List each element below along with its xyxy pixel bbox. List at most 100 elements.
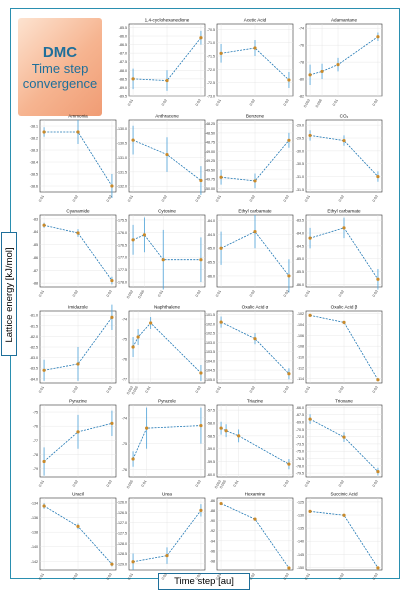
panel-title: Oxalic Acid β <box>331 305 358 310</box>
x-tick-label: 0.01 <box>38 573 45 581</box>
data-point <box>165 152 169 157</box>
x-tick-label: 0.03 <box>106 480 113 488</box>
y-tick-label: -104 <box>297 323 304 327</box>
series-line <box>220 503 290 569</box>
y-tick-label: -85.0 <box>296 257 304 261</box>
x-tick-label: 0.03 <box>106 290 113 298</box>
data-point <box>308 417 312 421</box>
data-point <box>76 130 80 134</box>
y-tick-label: -81.5 <box>30 324 38 328</box>
series-line <box>221 140 290 182</box>
data-point <box>253 517 257 521</box>
x-tick-label: 0.002 <box>126 290 134 300</box>
x-tick-label: 0.01 <box>38 480 45 488</box>
x-tick-label: 0.006 <box>315 99 323 109</box>
data-point <box>376 470 380 474</box>
x-tick-label: 0.02 <box>161 195 168 203</box>
y-tick-label: -102.5 <box>205 332 215 336</box>
y-tick-label: -103.0 <box>205 341 215 345</box>
panel-title: Urea <box>162 492 172 497</box>
y-tick-label: -103.5 <box>205 350 215 354</box>
panel-title: Succinic Acid <box>330 492 358 497</box>
data-point <box>136 335 140 339</box>
data-point <box>376 378 380 382</box>
data-point <box>376 566 380 570</box>
y-tick-label: -66.0 <box>296 406 304 410</box>
y-tick-label: -85.5 <box>119 26 127 30</box>
y-tick-label: -85 <box>33 243 38 247</box>
panel: -134 -136 -138 -140 -142 0.01 0.02 0.03 Uracil <box>31 492 117 581</box>
y-tick-label: -176.5 <box>117 243 127 247</box>
x-tick-label: 0.005 <box>126 480 134 490</box>
y-tick-label: -88 <box>210 509 215 513</box>
y-tick-label: -88 <box>33 282 38 286</box>
panel-title: CO₂ <box>340 114 349 119</box>
data-point <box>376 277 380 281</box>
y-tick-label: -60.0 <box>207 473 215 477</box>
x-tick-label: 0.03 <box>106 386 113 394</box>
x-axis-label: Time step [au] <box>158 573 250 590</box>
y-tick-label: -49.50 <box>205 168 215 172</box>
y-tick-label: -48.50 <box>205 131 215 135</box>
x-tick-label: 0.01 <box>215 195 222 203</box>
data-point <box>110 278 114 283</box>
y-tick-label: -76.5 <box>296 457 304 461</box>
y-tick-label: -85.0 <box>207 247 215 251</box>
y-tick-label: -75 <box>33 411 38 415</box>
y-tick-label: -78 <box>299 61 304 65</box>
x-tick-label: 0.01 <box>127 99 134 107</box>
x-tick-label: 0.005 <box>219 480 227 490</box>
panel-title: Triazine <box>247 399 264 404</box>
y-tick-label: -114 <box>297 377 304 381</box>
y-tick-label: -130 <box>297 514 304 518</box>
panel-title: Uracil <box>72 492 84 497</box>
panel-axes <box>128 214 206 288</box>
y-tick-label: -177.0 <box>117 256 127 260</box>
y-tick-label: -89.5 <box>119 95 127 99</box>
y-tick-label: -74 <box>299 27 304 31</box>
y-tick-label: -83.0 <box>30 356 38 360</box>
panel-title: Anthracene <box>155 114 179 119</box>
y-tick-label: -87.5 <box>119 60 127 64</box>
data-point <box>165 554 169 558</box>
x-tick-label: 0.01 <box>38 290 45 298</box>
y-tick-label: -38.6 <box>30 185 38 189</box>
data-point <box>131 77 135 81</box>
series-line <box>310 510 379 569</box>
panel: -48.25 -48.50 -48.75 -49.00 -49.25 -49.50 -49.… <box>205 114 294 203</box>
x-tick-label: 0.02 <box>249 99 256 107</box>
panel-title: Imidazole <box>68 305 88 310</box>
y-tick-label: -86.0 <box>207 274 215 278</box>
panel-title: Ammonia <box>68 114 88 119</box>
panel: -83.5 -84.0 -84.5 -85.0 -85.5 -86.00.01 0.02 0.… <box>296 209 383 298</box>
y-tick-label: -38.3 <box>30 149 38 153</box>
y-tick-label: -75.0 <box>296 450 304 454</box>
data-point <box>308 509 312 513</box>
data-point <box>199 36 203 40</box>
panel-title: Cytosine <box>158 209 176 214</box>
y-tick-label: -70.5 <box>296 428 304 432</box>
series-line <box>220 427 290 465</box>
y-tick-label: -72.0 <box>207 68 215 72</box>
panel-title: Pyrazine <box>69 399 87 404</box>
series-line <box>43 317 113 371</box>
y-tick-label: -80 <box>299 78 304 82</box>
y-tick-label: -84.0 <box>207 219 215 223</box>
data-point <box>131 238 135 242</box>
y-tick-label: -49.75 <box>205 178 215 182</box>
y-tick-label: -83.5 <box>30 367 38 371</box>
x-tick-label: 0.02 <box>249 195 256 203</box>
data-point <box>253 230 257 234</box>
x-tick-label: 0.02 <box>249 290 256 298</box>
y-tick-label: -84 <box>33 230 38 234</box>
y-tick-label: -57.5 <box>207 409 215 413</box>
x-tick-label: 0.03 <box>283 386 290 394</box>
y-tick-label: -88.0 <box>119 69 127 73</box>
y-tick-label: -142 <box>31 560 38 564</box>
panel: -86 -88 -90 -92 -94 -96 -98 0.01 0.02 0.03 Hexamin… <box>210 492 294 581</box>
x-tick-label: 0.003 <box>303 99 311 109</box>
data-point <box>342 320 346 324</box>
data-point <box>76 524 80 528</box>
x-tick-label: 0.005 <box>137 290 145 300</box>
y-tick-label: -59.5 <box>207 460 215 464</box>
